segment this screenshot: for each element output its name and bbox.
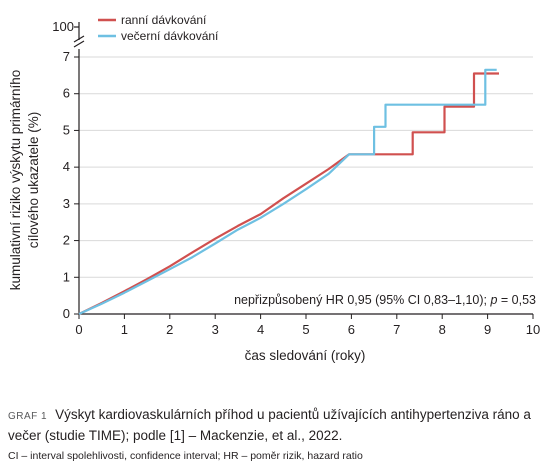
- abbreviation-note: CI – interval spolehlivosti, confidence …: [8, 450, 363, 462]
- grid-lines: [79, 56, 533, 278]
- caption-text: Výskyt kardiovaskulárních příhod u pacie…: [8, 407, 531, 443]
- y-break-label: 100: [52, 19, 74, 34]
- x-tick-label-10: 10: [526, 322, 540, 337]
- series-line-1: [78, 68, 497, 316]
- caption-label: GRAF 1: [8, 411, 48, 422]
- y-tick-label-2: 2: [63, 233, 70, 248]
- y-tick-label-0: 0: [63, 306, 70, 321]
- y-tick-label-6: 6: [63, 86, 70, 101]
- x-tick-label-3: 3: [212, 322, 219, 337]
- axis-break-mark-2: [73, 35, 85, 43]
- y-axis-title-line1: kumulativní riziko výskytu primárního: [8, 70, 23, 291]
- x-tick-label-0: 0: [75, 322, 82, 337]
- x-tick-label-1: 1: [121, 322, 128, 337]
- axes: [73, 22, 533, 315]
- x-tick-label-9: 9: [484, 322, 491, 337]
- legend-label-morning: ranní dávkování: [121, 13, 207, 27]
- y-tick-label-3: 3: [63, 196, 70, 211]
- x-tick-label-4: 4: [257, 322, 264, 337]
- y-tick-label-4: 4: [63, 159, 70, 174]
- y-tick-label-5: 5: [63, 122, 70, 137]
- figure-caption: GRAF 1 Výskyt kardiovaskulárních příhod u…: [8, 405, 543, 445]
- y-axis-title-line2: cílového ukazatele (%): [26, 112, 41, 249]
- legend: ranní dávkování večerní dávkování: [98, 13, 219, 43]
- hr-annotation: nepřizpůsobený HR 0,95 (95% CI 0,83–1,10…: [234, 293, 536, 307]
- x-tick-label-5: 5: [302, 322, 309, 337]
- y-tick-label-7: 7: [63, 49, 70, 64]
- series-lines: [78, 68, 499, 316]
- axis-break-mark-1: [73, 40, 85, 48]
- ticks: 0 1 2 3 4 5 6 7 8 9 10 0 1 2 3 4 5 6 7: [63, 49, 540, 337]
- series-line-0: [78, 72, 499, 315]
- y-tick-label-1: 1: [63, 269, 70, 284]
- x-axis-title: čas sledování (roky): [245, 348, 366, 363]
- x-tick-label-7: 7: [393, 322, 400, 337]
- legend-label-evening: večerní dávkování: [121, 29, 219, 43]
- x-tick-label-6: 6: [348, 322, 355, 337]
- x-tick-label-8: 8: [439, 322, 446, 337]
- x-tick-label-2: 2: [166, 322, 173, 337]
